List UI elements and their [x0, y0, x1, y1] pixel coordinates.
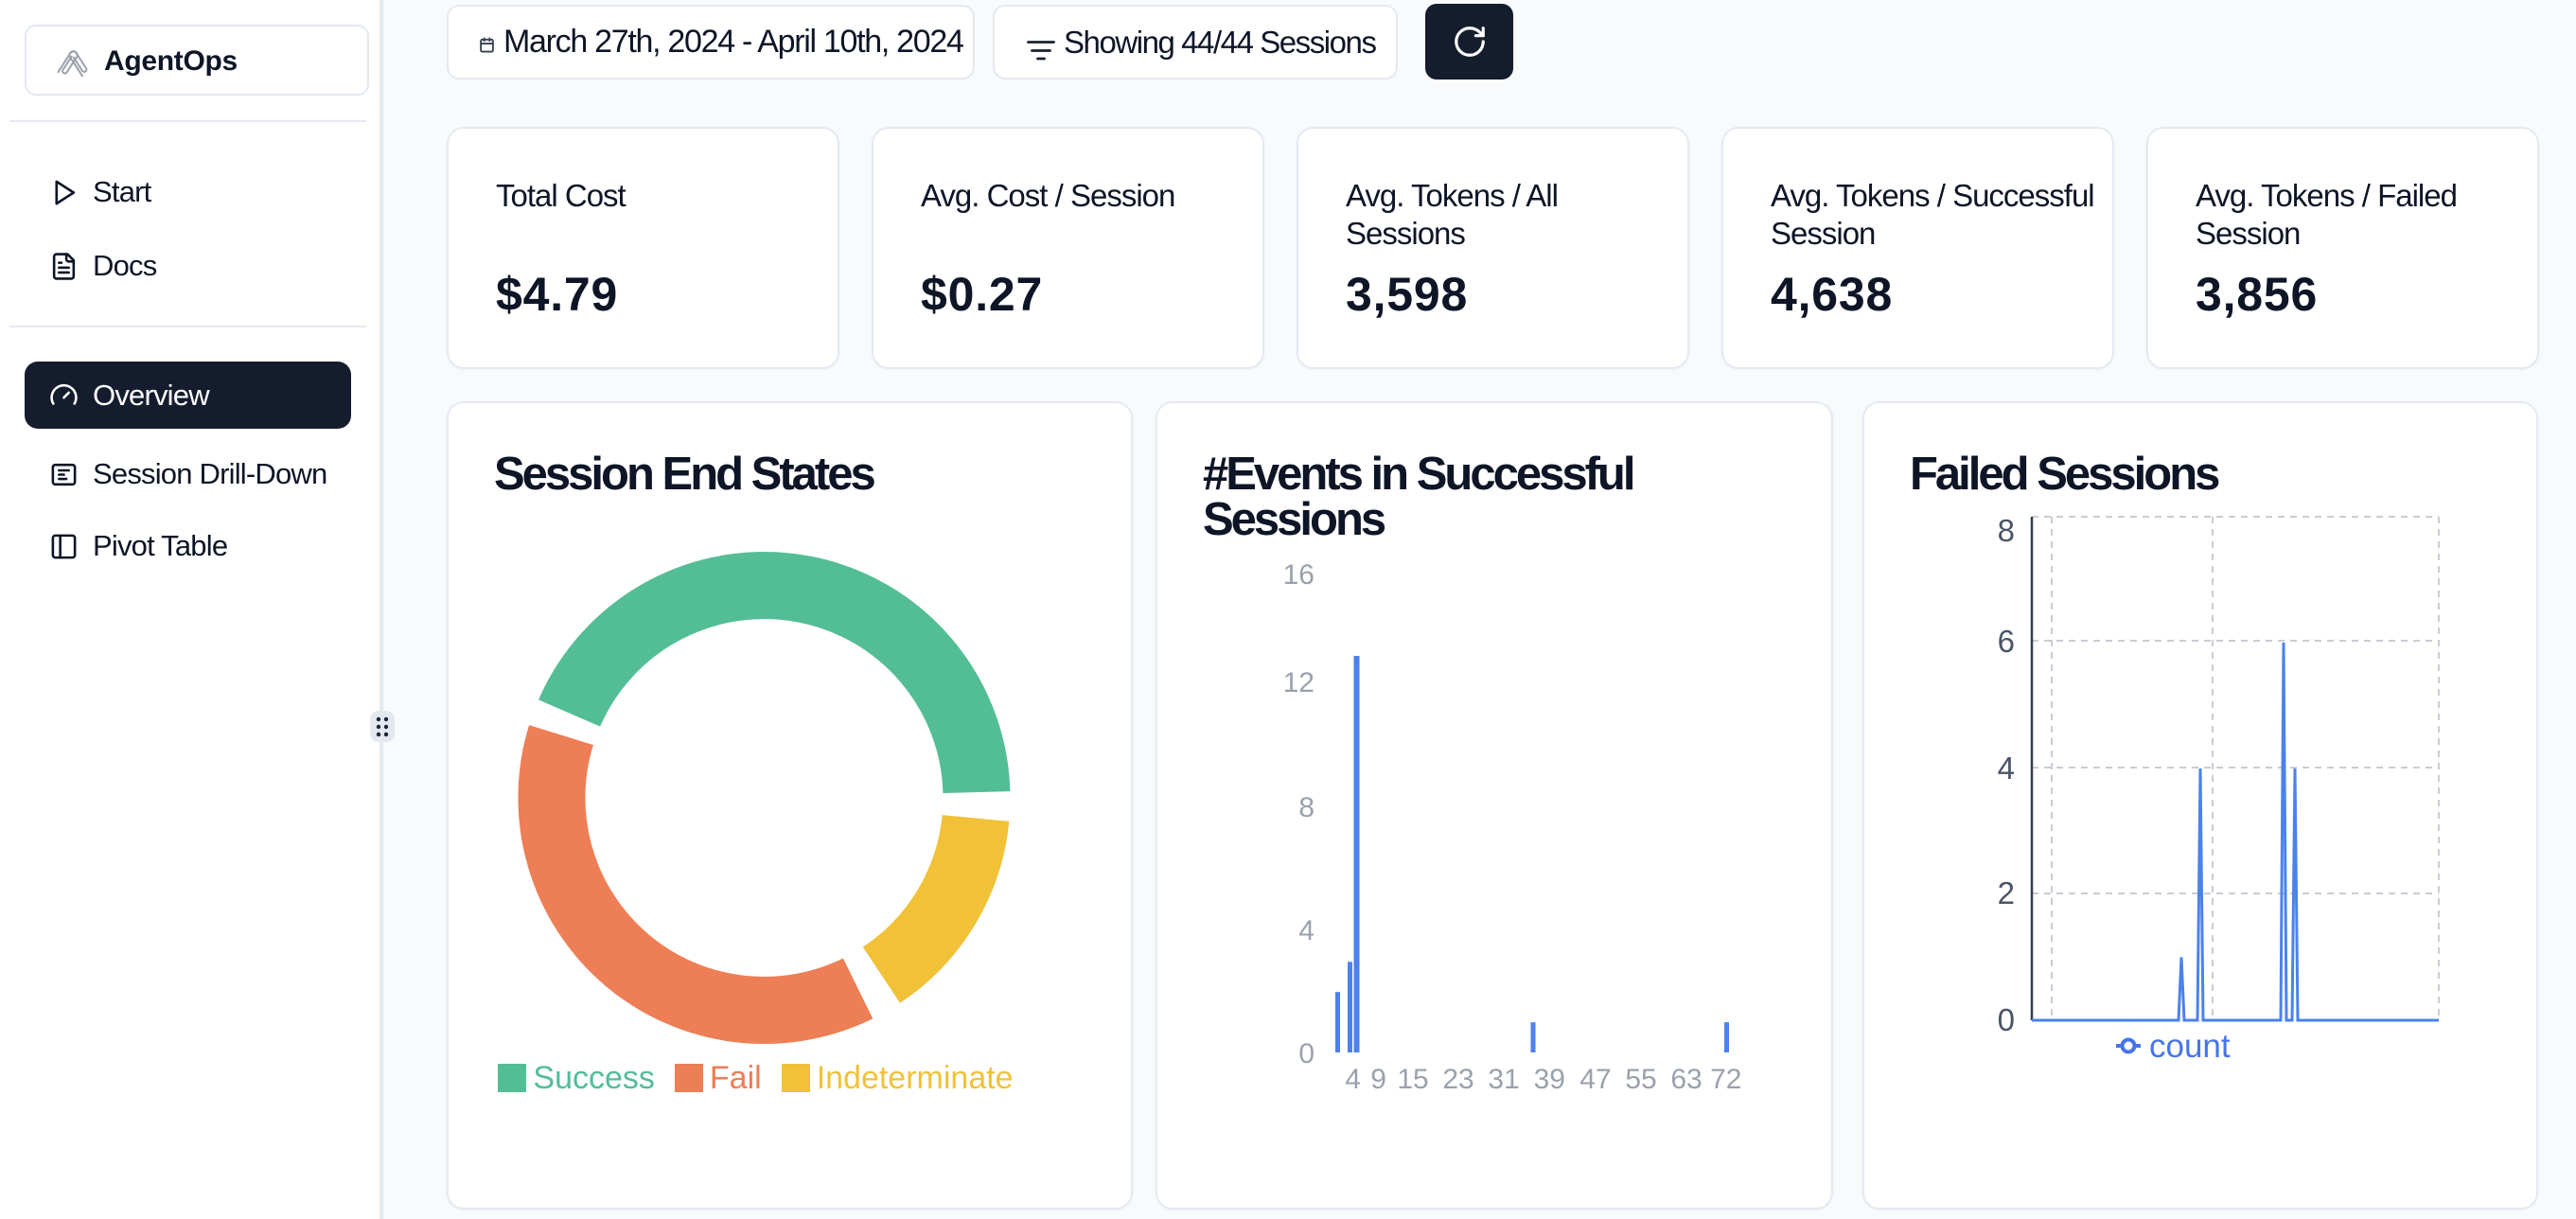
svg-text:39: 39: [1534, 1064, 1565, 1095]
svg-text:0: 0: [1298, 1038, 1314, 1069]
svg-text:72: 72: [1710, 1064, 1741, 1095]
svg-text:4: 4: [1298, 915, 1314, 946]
svg-text:15: 15: [1397, 1064, 1428, 1095]
svg-text:63: 63: [1670, 1064, 1702, 1095]
svg-text:4: 4: [1345, 1064, 1361, 1095]
svg-text:0: 0: [1998, 1002, 2015, 1037]
svg-text:8: 8: [1298, 792, 1314, 823]
svg-text:12: 12: [1283, 667, 1314, 698]
svg-text:16: 16: [1283, 559, 1314, 591]
svg-text:55: 55: [1625, 1064, 1656, 1095]
svg-text:23: 23: [1442, 1064, 1473, 1095]
svg-text:9: 9: [1370, 1064, 1386, 1095]
svg-text:47: 47: [1579, 1064, 1611, 1095]
svg-text:8: 8: [1998, 513, 2015, 548]
svg-text:2: 2: [1998, 875, 2015, 910]
svg-text:6: 6: [1998, 624, 2015, 659]
svg-text:31: 31: [1488, 1064, 1519, 1095]
svg-text:count: count: [2149, 1028, 2231, 1065]
svg-text:4: 4: [1998, 751, 2015, 786]
